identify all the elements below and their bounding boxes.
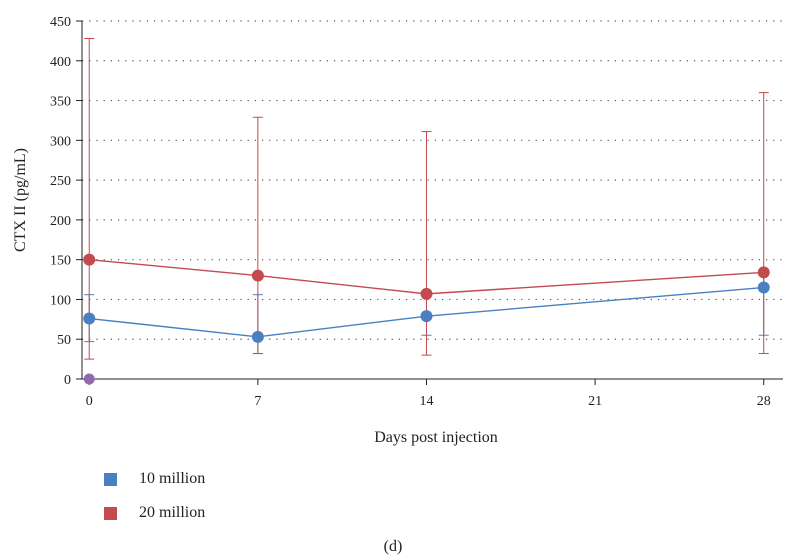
x-tick-label: 0 <box>86 394 93 409</box>
y-tick-label: 250 <box>50 174 71 189</box>
data-point <box>251 269 264 282</box>
x-axis-label: Days post injection <box>374 429 498 446</box>
y-tick-label: 200 <box>50 214 71 229</box>
chart: 0 50 100 150 200 250 300 350 400 450 0 7 14 21 28 Days … <box>12 15 783 446</box>
legend-item: 10 million <box>104 468 205 490</box>
x-tick-label: 7 <box>254 394 261 409</box>
data-point <box>420 287 433 300</box>
y-axis-label: CTX II (pg/mL) <box>12 148 29 252</box>
data-point <box>251 330 264 343</box>
series-line <box>89 258 764 295</box>
legend-label: 10 million <box>139 470 206 487</box>
y-tick-label: 450 <box>50 15 71 30</box>
data-point <box>757 266 770 279</box>
x-tick-label: 21 <box>588 394 602 409</box>
legend-swatch <box>104 506 117 520</box>
data-point-extra <box>83 373 95 385</box>
y-tick-label: 400 <box>50 55 71 70</box>
y-tick-label: 300 <box>50 134 71 149</box>
data-point <box>83 253 96 266</box>
data-point <box>420 310 433 323</box>
data-point <box>757 281 770 294</box>
y-tick-label: 50 <box>57 333 71 348</box>
y-tick-label: 0 <box>64 373 71 388</box>
x-tick-label: 14 <box>419 394 433 409</box>
y-tick-label: 350 <box>50 95 71 110</box>
y-tick-label: 100 <box>50 293 71 308</box>
figure-caption: (d) <box>383 538 403 555</box>
x-tick-label: 28 <box>757 394 771 409</box>
legend-label: 20 million <box>139 504 206 521</box>
y-tick-label: 150 <box>50 254 71 269</box>
series-line <box>89 286 764 338</box>
legend: 10 million 20 million <box>104 468 205 536</box>
data-point <box>83 312 96 325</box>
legend-item: 20 million <box>104 502 205 524</box>
legend-swatch <box>104 472 117 486</box>
